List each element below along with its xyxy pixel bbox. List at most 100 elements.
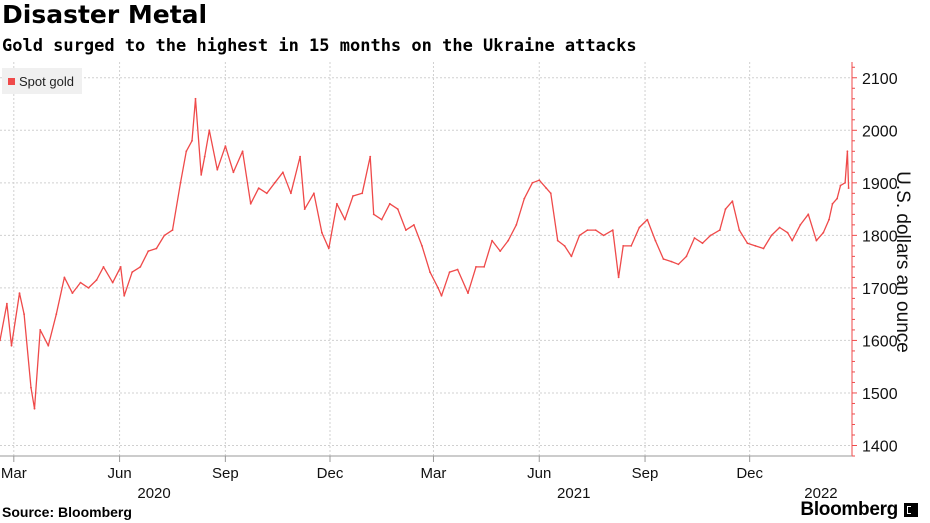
data-point <box>630 245 633 247</box>
data-point <box>33 407 36 410</box>
data-point <box>361 192 364 195</box>
x-tick-label: Sep <box>632 465 659 482</box>
data-point <box>179 181 182 184</box>
data-point <box>303 208 306 211</box>
data-point <box>846 150 849 153</box>
data-point <box>372 213 375 216</box>
data-point <box>483 266 485 268</box>
data-point <box>515 224 518 226</box>
data-point <box>807 213 810 216</box>
legend-swatch-icon <box>8 77 15 85</box>
data-point <box>71 292 74 294</box>
data-point <box>123 294 126 297</box>
y-tick-label: 1800 <box>862 228 898 245</box>
data-point <box>499 250 502 253</box>
legend-label: Spot gold <box>19 73 74 89</box>
data-point <box>405 229 407 232</box>
x-tick-label: Sep <box>212 465 239 482</box>
data-point <box>701 242 704 245</box>
data-point <box>23 313 25 316</box>
chart-subtitle: Gold surged to the highest in 15 months … <box>2 36 637 56</box>
data-point <box>55 313 58 316</box>
series-line-spot-gold <box>0 98 850 410</box>
x-tick-label: Dec <box>317 465 344 482</box>
chart-title: Disaster Metal <box>2 0 208 29</box>
data-point <box>203 155 206 158</box>
data-point <box>523 197 526 200</box>
x-year-label: 2021 <box>557 485 590 502</box>
data-point <box>448 271 451 273</box>
data-point <box>10 344 13 347</box>
data-point <box>828 218 830 221</box>
data-point <box>602 234 605 237</box>
data-point <box>119 266 122 268</box>
data-point <box>273 181 276 184</box>
data-point <box>677 263 680 266</box>
data-point <box>538 179 541 182</box>
data-point <box>139 266 142 268</box>
data-point <box>352 195 354 197</box>
data-point <box>265 192 268 195</box>
data-point <box>147 250 150 253</box>
data-point <box>47 344 50 347</box>
data-point <box>299 155 301 158</box>
data-point <box>208 129 211 132</box>
data-point <box>724 208 727 211</box>
y-tick-label: 1400 <box>862 438 898 455</box>
data-point <box>638 226 641 229</box>
data-point <box>216 168 219 171</box>
y-tick-label: 1500 <box>862 386 898 403</box>
data-point <box>822 231 825 234</box>
data-point <box>799 224 802 226</box>
data-point <box>754 245 757 247</box>
data-point <box>556 239 559 242</box>
data-point <box>831 202 834 205</box>
data-point <box>731 200 734 203</box>
source-note: Source: Bloomberg <box>2 504 132 520</box>
data-point <box>746 242 749 245</box>
data-point <box>185 150 188 153</box>
data-point <box>685 255 688 258</box>
data-point <box>770 234 773 237</box>
data-point <box>718 229 721 232</box>
data-point <box>369 155 372 158</box>
y-tick-label: 2000 <box>862 123 898 140</box>
data-point <box>646 218 649 221</box>
data-point <box>39 329 42 331</box>
data-point <box>241 150 244 153</box>
data-point <box>0 339 1 342</box>
y-axis-label: U.S. dollars an ounce <box>892 171 913 353</box>
data-point <box>163 234 166 237</box>
data-point <box>224 145 227 148</box>
data-point <box>336 202 338 205</box>
data-point <box>396 208 399 211</box>
x-tick-label: Mar <box>1 465 27 482</box>
data-point <box>102 266 105 268</box>
data-point <box>836 197 838 200</box>
data-point <box>282 171 284 174</box>
data-point <box>815 239 818 242</box>
data-point <box>791 239 794 242</box>
x-tick-label: Mar <box>421 465 447 482</box>
x-year-label: 2020 <box>137 485 170 502</box>
data-point <box>531 181 534 184</box>
data-point <box>709 234 712 237</box>
data-point <box>578 234 581 237</box>
data-point <box>778 226 781 229</box>
data-point <box>467 292 469 294</box>
x-tick-label: Dec <box>736 465 763 482</box>
data-point <box>617 276 620 279</box>
data-point <box>693 237 696 239</box>
data-point <box>171 229 174 232</box>
data-point <box>662 258 665 260</box>
data-point <box>507 239 510 242</box>
data-point <box>594 229 597 232</box>
data-point <box>786 231 789 234</box>
data-point <box>194 97 197 100</box>
brand-name: Bloomberg <box>800 499 898 520</box>
data-point <box>491 239 493 242</box>
data-point <box>388 202 391 205</box>
y-tick-label: 1900 <box>862 176 898 193</box>
data-point <box>563 245 566 247</box>
